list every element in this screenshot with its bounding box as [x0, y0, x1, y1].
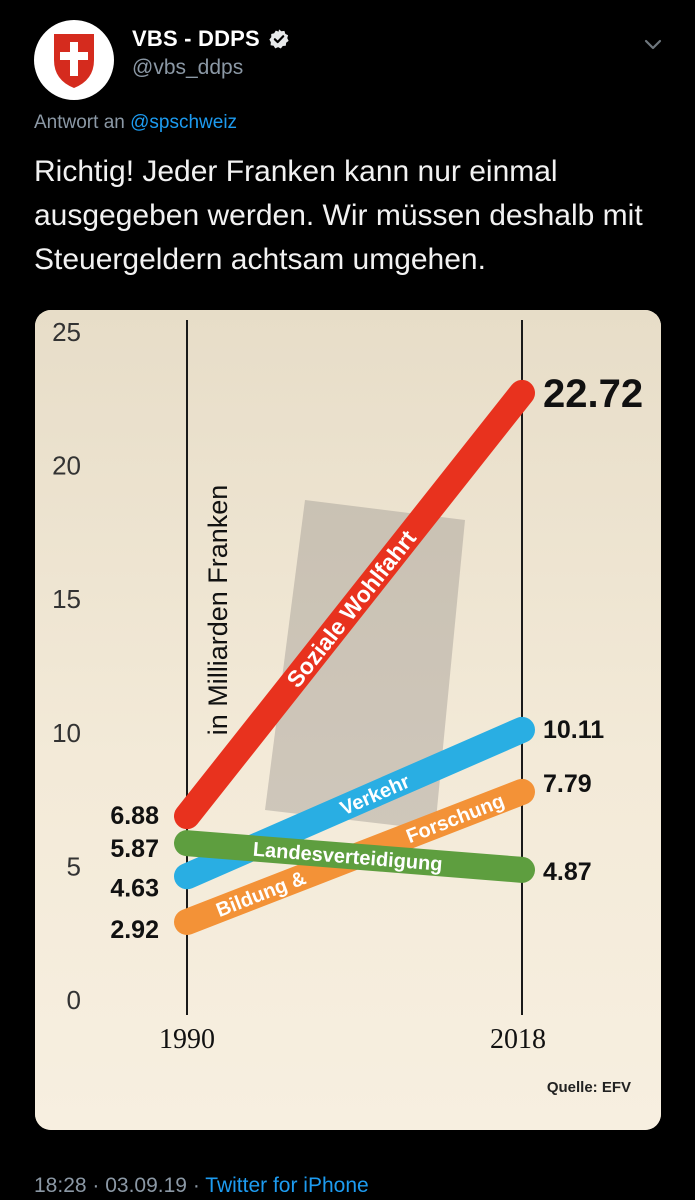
tweet-meta: 18:28 · 03.09.19 · Twitter for iPhone — [34, 1174, 369, 1197]
y-tick-label: 10 — [52, 718, 81, 748]
chart-background — [35, 310, 661, 1130]
verified-badge-icon — [269, 29, 289, 49]
start-value-label: 2.92 — [110, 916, 159, 944]
series-band-0 — [174, 379, 535, 830]
tweet-media-chart[interactable]: 0 5 10 15 20 25 in Milliarden Franken 1990 2018 Q… — [35, 310, 661, 1130]
y-tick-label: 15 — [52, 584, 81, 614]
reply-mention-link[interactable]: @spschweiz — [130, 112, 238, 133]
tweet-date[interactable]: 03.09.19 — [105, 1174, 187, 1197]
swiss-cross-icon — [54, 34, 94, 88]
account-handle[interactable]: @vbs_ddps — [132, 56, 244, 79]
account-name-row[interactable]: VBS - DDPS — [132, 26, 290, 52]
y-tick-label: 20 — [52, 451, 81, 481]
x-tick-label-1990: 1990 — [159, 1024, 215, 1055]
end-value-label: 10.11 — [543, 716, 604, 744]
blurred-overlay — [265, 500, 465, 830]
tweet-text: Richtig! Jeder Franken kann nur einmal a… — [34, 155, 643, 276]
start-value-label: 6.88 — [110, 802, 159, 830]
y-axis-label: in Milliarden Franken — [203, 485, 233, 736]
end-value-label: 22.72 — [543, 372, 643, 416]
y-tick-label: 5 — [67, 851, 81, 881]
x-tick-label-2018: 2018 — [490, 1024, 546, 1055]
end-value-label: 4.87 — [543, 858, 592, 886]
end-value-label: 7.79 — [543, 770, 592, 798]
start-value-label: 5.87 — [110, 835, 159, 863]
chart-source: Quelle: EFV — [547, 1079, 631, 1096]
chevron-down-icon[interactable] — [640, 34, 666, 54]
y-tick-label: 0 — [67, 985, 81, 1015]
tweet-source-link[interactable]: Twitter for iPhone — [205, 1174, 369, 1197]
start-value-label: 4.63 — [110, 874, 159, 902]
avatar[interactable] — [34, 20, 114, 100]
chart-svg: 0 5 10 15 20 25 in Milliarden Franken 1990 2018 Q… — [35, 310, 661, 1130]
display-name[interactable]: VBS - DDPS — [132, 26, 260, 51]
series-band-3 — [174, 830, 535, 883]
tweet-time[interactable]: 18:28 — [34, 1174, 87, 1197]
reply-prefix: Antwort an — [34, 112, 125, 133]
reply-context: Antwort an @spschweiz — [34, 112, 237, 134]
y-tick-label: 25 — [52, 317, 81, 347]
